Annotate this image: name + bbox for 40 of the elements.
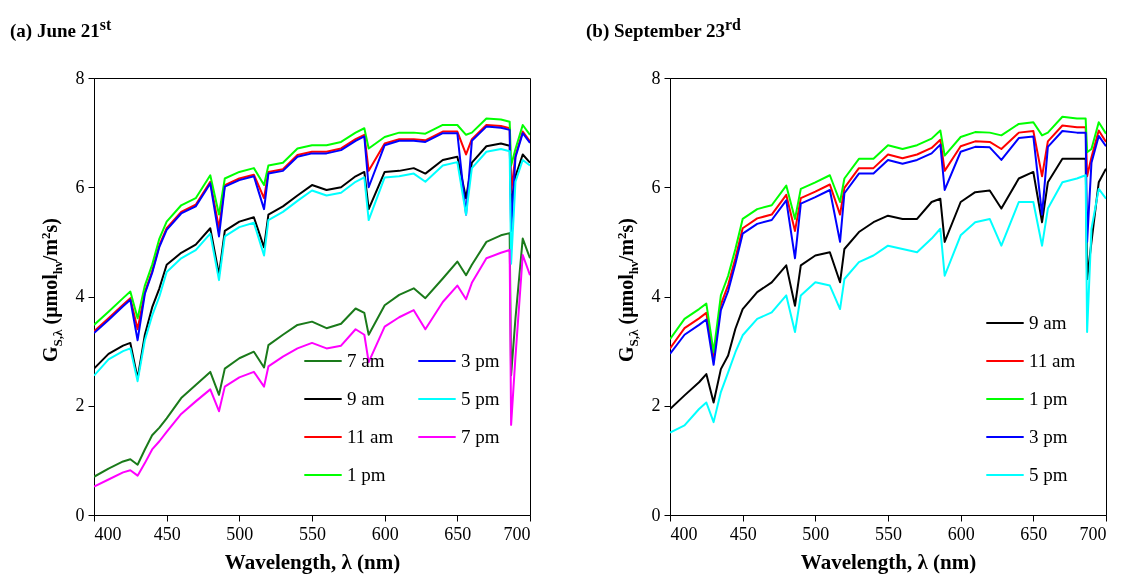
x-tick-label: 700: [503, 523, 531, 544]
y-tick-label: 4: [75, 286, 85, 306]
legend-label: 5 pm: [461, 388, 500, 409]
y-tick-label: 0: [75, 504, 85, 525]
y-tick-label: 8: [651, 67, 661, 88]
chart-title: (b) September 23$^{rd}$: [586, 16, 741, 43]
x-tick-label: 600: [371, 523, 399, 544]
x-tick-label: 400: [670, 523, 698, 544]
legend-label: 7 am: [347, 350, 385, 371]
y-tick-label: 6: [651, 176, 661, 197]
x-tick-label: 650: [1020, 523, 1048, 544]
x-axis-title: Wavelength, λ (nm): [224, 549, 401, 574]
x-tick-label: 450: [729, 523, 757, 544]
x-tick-label: 500: [802, 523, 830, 544]
x-tick-label: 700: [1079, 523, 1107, 544]
chart-title: (a) June 21$^{st}$: [10, 16, 112, 43]
x-tick-label: 600: [947, 523, 975, 544]
y-tick-label: 2: [75, 395, 85, 416]
legend-label: 11 am: [347, 426, 394, 447]
legend-label: 5 pm: [1029, 464, 1068, 485]
y-tick-label: 8: [75, 67, 85, 88]
x-tick-label: 650: [444, 523, 472, 544]
x-axis-title: Wavelength, λ (nm): [800, 549, 977, 574]
x-tick-label: 550: [875, 523, 902, 544]
x-tick-label: 450: [153, 523, 181, 544]
y-tick-label: 6: [75, 176, 85, 197]
y-tick-label: 4: [651, 286, 661, 306]
legend-label: 9 am: [347, 388, 385, 409]
y-tick-label: 0: [651, 504, 661, 525]
x-tick-label: 400: [94, 523, 122, 544]
legend-label: 3 pm: [461, 350, 500, 371]
legend-label: 11 am: [1029, 350, 1076, 371]
legend-label: 7 pm: [461, 426, 500, 447]
legend-label: 1 pm: [1029, 388, 1068, 409]
x-tick-label: 550: [299, 523, 326, 544]
legend-label: 3 pm: [1029, 426, 1068, 447]
legend-label: 9 am: [1029, 312, 1067, 333]
y-tick-label: 2: [651, 395, 661, 416]
legend-label: 1 pm: [347, 464, 386, 485]
x-tick-label: 500: [226, 523, 254, 544]
